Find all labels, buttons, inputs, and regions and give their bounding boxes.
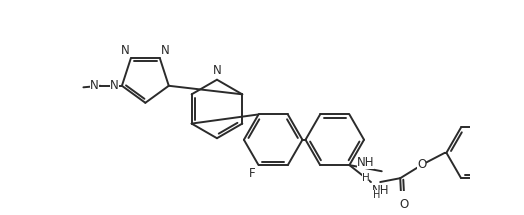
- Text: O: O: [417, 158, 427, 171]
- Text: N: N: [161, 44, 170, 57]
- Text: N: N: [110, 79, 119, 92]
- Text: H: H: [374, 190, 381, 200]
- Text: F: F: [249, 167, 256, 180]
- Text: N: N: [121, 44, 129, 57]
- Text: N: N: [90, 79, 99, 92]
- Text: H: H: [362, 173, 369, 183]
- Text: NH: NH: [372, 184, 389, 197]
- Text: NH: NH: [357, 156, 374, 169]
- Text: N: N: [213, 64, 221, 77]
- Text: O: O: [399, 198, 409, 211]
